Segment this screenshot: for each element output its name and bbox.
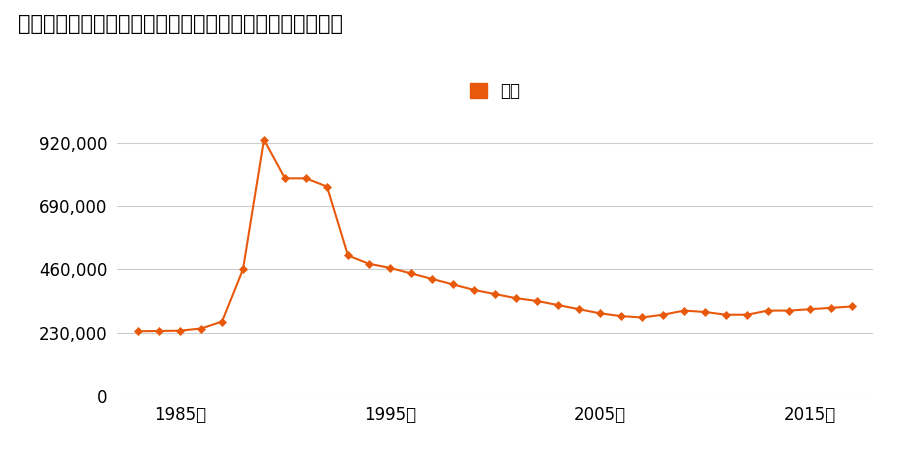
Legend: 価格: 価格 xyxy=(464,76,526,107)
Text: 神奈川県川崎市宮前区宮前平２丁目１５番２８の地価推移: 神奈川県川崎市宮前区宮前平２丁目１５番２８の地価推移 xyxy=(18,14,343,33)
